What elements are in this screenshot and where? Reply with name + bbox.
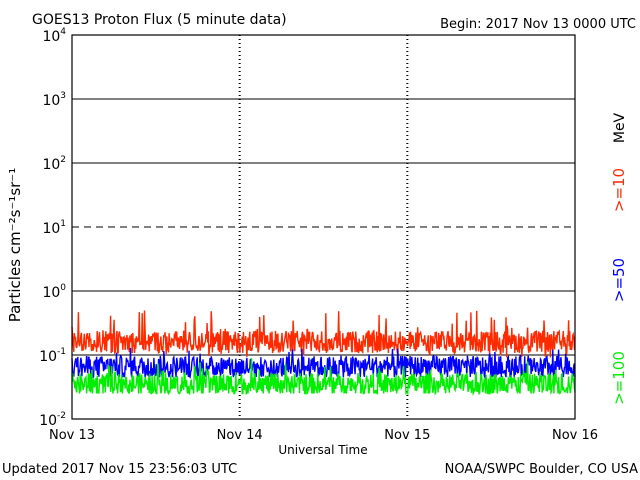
y-tick-label: 103 (42, 91, 66, 109)
x-tick-label: Nov 15 (384, 428, 430, 443)
plot-grid (72, 35, 575, 419)
series-line-3 (71, 358, 576, 397)
series-line-2 (71, 347, 576, 380)
x-tick-label: Nov 16 (552, 428, 598, 443)
legend-entry: >=10 (610, 168, 628, 212)
begin-time: Begin: 2017 Nov 13 0000 UTC (440, 17, 636, 32)
y-tick-label: 102 (42, 155, 66, 173)
source-text: NOAA/SWPC Boulder, CO USA (445, 462, 638, 477)
y-tick-label: 104 (42, 27, 66, 45)
y-tick-label: 10-2 (39, 411, 66, 429)
series-line-1 (71, 310, 576, 358)
legend-entry: >=100 (610, 351, 628, 405)
y-tick-label: 10-1 (39, 347, 66, 365)
plot-frame (71, 34, 576, 420)
chart-title: GOES13 Proton Flux (5 minute data) (32, 12, 287, 28)
legend-unit: MeV (612, 112, 628, 143)
y-tick-label: 101 (42, 219, 66, 237)
legend-entry: >=50 (610, 258, 628, 302)
x-tick-label: Nov 14 (217, 428, 263, 443)
x-axis-label: Universal Time (278, 443, 367, 457)
series-layer (71, 310, 576, 397)
y-tick-label: 100 (42, 283, 66, 301)
x-tick-label: Nov 13 (49, 428, 95, 443)
legend: MeV >=10 >=50 >=100 (610, 112, 628, 404)
y-tick-labels: 10-2 10-1 100 101 102 103 104 (39, 27, 66, 429)
x-tick-labels: Nov 13 Nov 14 Nov 15 Nov 16 (49, 428, 598, 443)
updated-text: Updated 2017 Nov 15 23:56:03 UTC (2, 462, 237, 477)
y-axis-label: Particles cm⁻²s⁻¹sr⁻¹ (6, 168, 24, 322)
